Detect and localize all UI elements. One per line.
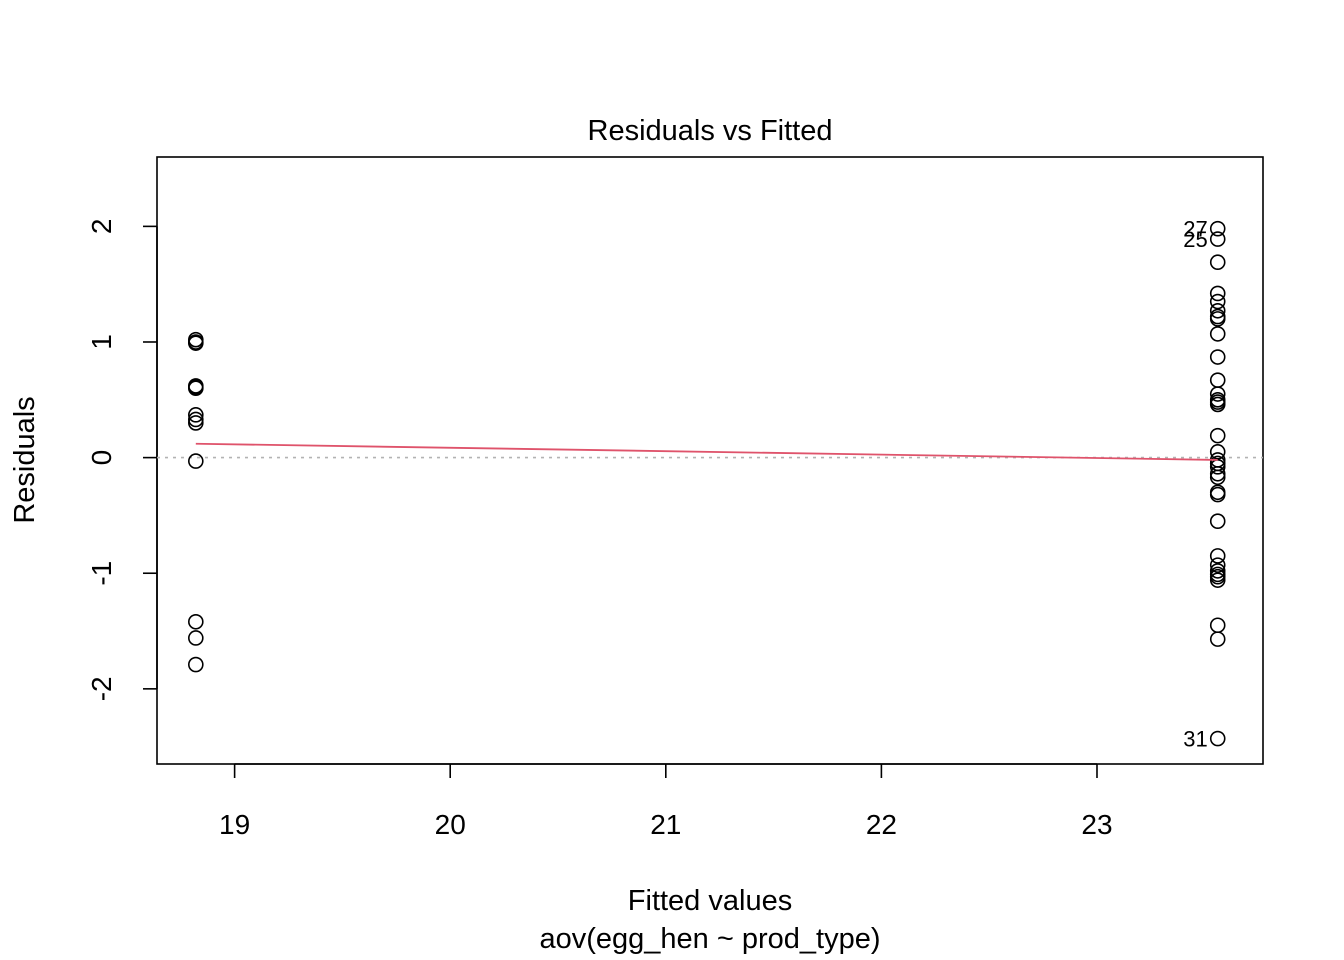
y-tick-label: 2 [86,219,117,235]
data-point [1209,311,1226,327]
data-point [188,415,204,431]
data-point [1209,444,1226,460]
data-point [1209,285,1226,302]
data-point [1209,469,1226,486]
data-point [188,334,204,350]
point-label: 31 [1183,727,1207,752]
x-axis-subtitle: aov(egg_hen ~ prod_type) [539,923,880,955]
data-point [1209,372,1226,388]
x-tick-label: 19 [219,809,250,840]
x-axis: 19 20 21 22 23 [219,763,1113,840]
data-point [1209,455,1226,472]
data-point [1209,231,1226,247]
x-tick-label: 23 [1081,809,1112,840]
data-point [1209,427,1226,444]
plot-frame [156,156,1264,765]
data-point [1209,557,1226,573]
data-point [188,407,204,423]
data-point [1209,349,1226,365]
data-point [188,630,204,646]
data-point [1209,326,1226,342]
y-tick-label: -2 [86,676,117,701]
data-point [1209,566,1226,583]
data-point [1209,572,1226,588]
data-point [1209,391,1226,408]
y-tick-label: 1 [86,334,117,350]
data-points [188,220,1226,747]
data-point [1209,386,1226,402]
y-axis: -2 -1 0 1 2 [86,219,158,701]
data-point [1209,254,1226,271]
point-label: 25 [1183,227,1207,252]
point-label: 27 [1183,217,1207,242]
x-axis-title: Fitted values [628,885,792,917]
x-tick-label: 22 [866,809,897,840]
data-point [1209,513,1226,530]
data-point [1209,465,1226,482]
y-tick-label: -1 [86,561,117,586]
x-tick-label: 20 [435,809,466,840]
data-point [1209,548,1226,564]
data-point [188,656,204,673]
data-point [1209,302,1226,319]
data-point [1209,617,1226,634]
x-tick-label: 21 [650,809,681,840]
data-point [1209,730,1226,747]
data-point [1209,220,1226,237]
data-point [1209,396,1226,413]
y-axis-title: Residuals [9,396,41,523]
smooth-line [195,442,1218,461]
data-point [1209,486,1226,503]
data-point [1209,563,1226,579]
y-tick-label: 0 [86,450,117,466]
chart-title: Residuals vs Fitted [588,115,833,147]
data-point [1209,631,1226,647]
data-point [188,613,204,630]
data-point [188,380,204,397]
data-point [188,453,204,469]
data-point [1209,293,1226,310]
data-point [188,411,204,428]
